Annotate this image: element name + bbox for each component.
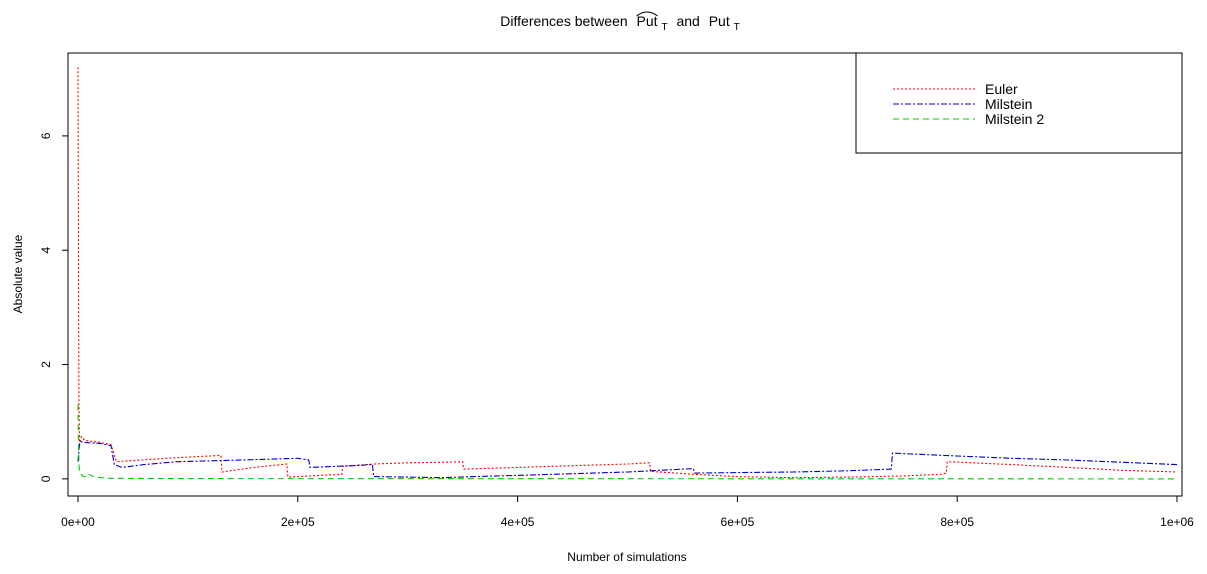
legend-label: Milstein — [985, 96, 1032, 112]
title-term1: Put — [637, 13, 658, 29]
x-tick-label: 2e+05 — [281, 515, 315, 529]
series-layer — [77, 67, 1178, 480]
chart-title: Differences between Put T and Put T — [500, 13, 739, 33]
y-tick-label: 2 — [39, 361, 53, 368]
legend-box — [855, 52, 1183, 154]
x-axis: 0e+00 2e+05 4e+05 6e+05 8e+05 1e+06 — [61, 496, 1194, 529]
y-tick-label: 6 — [39, 132, 53, 139]
y-axis-title: Absolute value — [11, 234, 25, 313]
x-tick-label: 8e+05 — [940, 515, 974, 529]
x-tick-label: 4e+05 — [501, 515, 535, 529]
title-hat-accent — [636, 11, 658, 17]
x-axis-title: Number of simulations — [567, 550, 686, 564]
x-tick-label: 0e+00 — [61, 515, 95, 529]
series-line-milstein-2 — [77, 404, 1178, 480]
title-main: Differences between — [500, 13, 627, 29]
title-term2: Put — [709, 13, 730, 29]
title-term1-sub: T — [661, 22, 667, 33]
legend-label: Milstein 2 — [985, 111, 1044, 127]
series-line-euler — [77, 67, 1178, 479]
series-line-milstein — [77, 441, 1178, 479]
plot-frame — [67, 52, 1183, 497]
y-tick-label: 0 — [39, 475, 53, 482]
y-tick-label: 4 — [39, 247, 53, 254]
x-tick-label: 6e+05 — [721, 515, 755, 529]
title-term2-sub: T — [734, 22, 740, 33]
x-tick-label: 1e+06 — [1160, 515, 1194, 529]
y-axis: 0 2 4 6 — [39, 132, 68, 482]
legend-label: Euler — [985, 81, 1018, 97]
title-and: and — [676, 13, 699, 29]
